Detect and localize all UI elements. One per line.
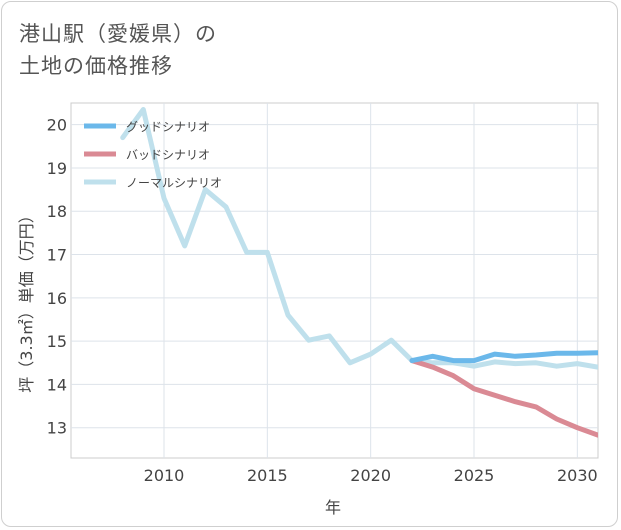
legend-label-0: グッドシナリオ bbox=[126, 120, 210, 134]
y-tick-label: 19 bbox=[47, 159, 67, 178]
chart-title-line-1: 港山駅（愛媛県）の bbox=[19, 22, 217, 46]
legend-label-2: ノーマルシナリオ bbox=[126, 176, 222, 190]
y-tick-label: 15 bbox=[47, 332, 67, 351]
y-tick-label: 18 bbox=[47, 202, 67, 221]
chart-title: 港山駅（愛媛県）の 土地の価格推移 bbox=[19, 18, 217, 82]
x-tick-label: 2015 bbox=[247, 466, 288, 485]
y-tick-label: 20 bbox=[47, 116, 67, 135]
series-line-2 bbox=[120, 107, 598, 370]
x-tick-label: 2010 bbox=[144, 466, 185, 485]
x-tick-label: 2025 bbox=[454, 466, 495, 485]
y-tick-label: 13 bbox=[47, 419, 67, 438]
series-line-1 bbox=[409, 358, 598, 438]
x-tick-label: 2030 bbox=[557, 466, 598, 485]
x-axis-title: 年 bbox=[325, 498, 341, 517]
x-tick-label: 2020 bbox=[350, 466, 391, 485]
y-tick-label: 16 bbox=[47, 289, 67, 308]
y-tick-label: 14 bbox=[47, 375, 67, 394]
y-axis-title: 坪（3.3㎡）単価（万円） bbox=[17, 207, 36, 392]
legend-label-1: バッドシナリオ bbox=[126, 148, 210, 162]
series-line-0 bbox=[409, 350, 598, 364]
y-tick-label: 17 bbox=[47, 246, 67, 265]
chart-title-line-2: 土地の価格推移 bbox=[19, 54, 173, 78]
